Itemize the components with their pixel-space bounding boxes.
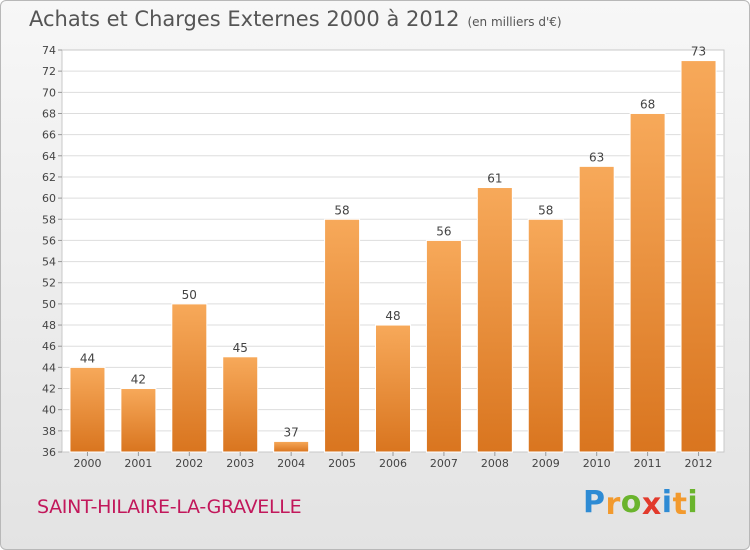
bar-2011 [629,112,666,453]
bar-value-label: 63 [589,150,604,164]
logo-letter: i [687,485,699,520]
logo-letter: P [583,485,606,520]
bar-value-label: 61 [487,172,502,186]
chart-title-text: Achats et Charges Externes 2000 à 2012 [29,7,460,31]
x-tick-label: 2004 [277,457,305,470]
y-tick-label: 46 [42,340,56,353]
y-tick-label: 36 [42,446,56,459]
y-tick-label: 40 [42,404,56,417]
x-tick-label: 2009 [532,457,560,470]
x-tick-label: 2005 [328,457,356,470]
x-tick-label: 2012 [685,457,713,470]
y-tick-label: 54 [42,256,56,269]
y-tick-label: 74 [42,44,56,57]
y-tick-label: 62 [42,171,56,184]
x-tick-label: 2010 [583,457,611,470]
bar-value-label: 37 [284,425,299,439]
bar-value-label: 56 [436,224,451,238]
y-tick-label: 70 [42,86,56,99]
bar-2012 [680,60,717,453]
bar-value-label: 44 [80,351,95,365]
x-tick-label: 2007 [430,457,458,470]
bar-value-label: 48 [385,309,400,323]
proxiti-logo[interactable]: Proxiti [583,485,699,522]
y-tick-label: 66 [42,129,56,142]
bar-2006 [375,324,411,453]
logo-letter: t [672,487,688,522]
bar-value-label: 58 [538,203,553,217]
y-tick-label: 64 [42,150,56,163]
bar-value-label: 68 [640,97,655,111]
y-tick-label: 50 [42,298,56,311]
data-labels: 44 42 50 45 37 58 48 56 61 58 63 68 73 [80,45,706,440]
y-tick-label: 48 [42,319,56,332]
bar-value-label: 50 [182,288,197,302]
bars [69,60,717,453]
logo-letter: i [661,485,673,520]
y-tick-label: 58 [42,213,56,226]
bar-2002 [171,303,208,453]
y-tick-label: 56 [42,234,56,247]
x-tick-label: 2000 [73,457,101,470]
chart-unit-note: (en milliers d'€) [467,15,562,29]
y-tick-label: 72 [42,65,56,78]
x-axis-ticks: 2000 2001 2002 2003 2004 2005 2006 2007 2008 2009… [73,452,713,470]
y-axis-ticks: 36 38 40 42 44 46 48 50 52 54 56 58 60 62 64 66 68 70 72 74 [42,44,62,459]
bar-2003 [222,356,259,453]
y-tick-label: 44 [42,361,56,374]
y-tick-label: 42 [42,383,56,396]
bar-value-label: 45 [233,341,248,355]
y-tick-label: 68 [42,107,56,120]
x-tick-label: 2002 [175,457,203,470]
bar-2000 [69,366,106,453]
chart-title: Achats et Charges Externes 2000 à 2012 (e… [29,7,562,31]
commune-name: SAINT-HILAIRE-LA-GRAVELLE [37,496,302,518]
bar-2004 [273,440,310,453]
bar-2005 [324,218,361,453]
x-tick-label: 2003 [226,457,254,470]
bar-value-label: 42 [131,373,146,387]
bar-2008 [476,187,513,453]
logo-letter: o [620,485,642,520]
x-tick-label: 2011 [634,457,662,470]
logo-letter: r [605,487,621,522]
bar-value-label: 58 [334,203,349,217]
y-tick-label: 60 [42,192,56,205]
bar-2009 [527,218,564,453]
bar-value-label: 73 [691,45,706,59]
x-tick-label: 2006 [379,457,407,470]
x-tick-label: 2008 [481,457,509,470]
x-tick-label: 2001 [124,457,152,470]
logo-letter: x [641,487,662,522]
y-tick-label: 38 [42,425,56,438]
bar-2007 [425,239,462,453]
bar-2010 [578,165,615,453]
y-tick-label: 52 [42,277,56,290]
bar-2001 [120,388,157,453]
